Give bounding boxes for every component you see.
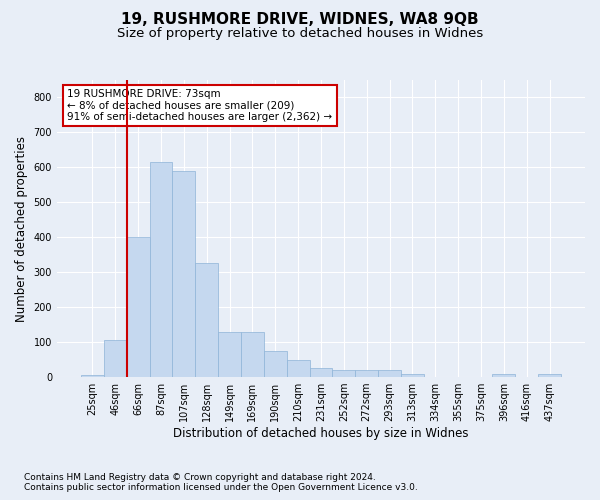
Bar <box>332 370 355 377</box>
Text: Size of property relative to detached houses in Widnes: Size of property relative to detached ho… <box>117 28 483 40</box>
Y-axis label: Number of detached properties: Number of detached properties <box>15 136 28 322</box>
Bar <box>310 368 332 377</box>
Bar <box>355 370 378 377</box>
Bar <box>538 374 561 377</box>
Bar <box>149 162 172 377</box>
Bar <box>104 340 127 377</box>
Bar <box>218 332 241 377</box>
Bar <box>127 238 149 377</box>
Bar <box>287 360 310 377</box>
Text: 19, RUSHMORE DRIVE, WIDNES, WA8 9QB: 19, RUSHMORE DRIVE, WIDNES, WA8 9QB <box>121 12 479 28</box>
Text: Contains HM Land Registry data © Crown copyright and database right 2024.: Contains HM Land Registry data © Crown c… <box>24 472 376 482</box>
Bar <box>493 374 515 377</box>
Bar <box>172 171 195 377</box>
Bar <box>241 332 264 377</box>
Bar <box>264 351 287 377</box>
Bar <box>378 370 401 377</box>
Text: 19 RUSHMORE DRIVE: 73sqm
← 8% of detached houses are smaller (209)
91% of semi-d: 19 RUSHMORE DRIVE: 73sqm ← 8% of detache… <box>67 89 332 122</box>
Bar <box>195 264 218 377</box>
Text: Contains public sector information licensed under the Open Government Licence v3: Contains public sector information licen… <box>24 482 418 492</box>
Bar <box>81 376 104 377</box>
X-axis label: Distribution of detached houses by size in Widnes: Distribution of detached houses by size … <box>173 427 469 440</box>
Bar <box>401 374 424 377</box>
